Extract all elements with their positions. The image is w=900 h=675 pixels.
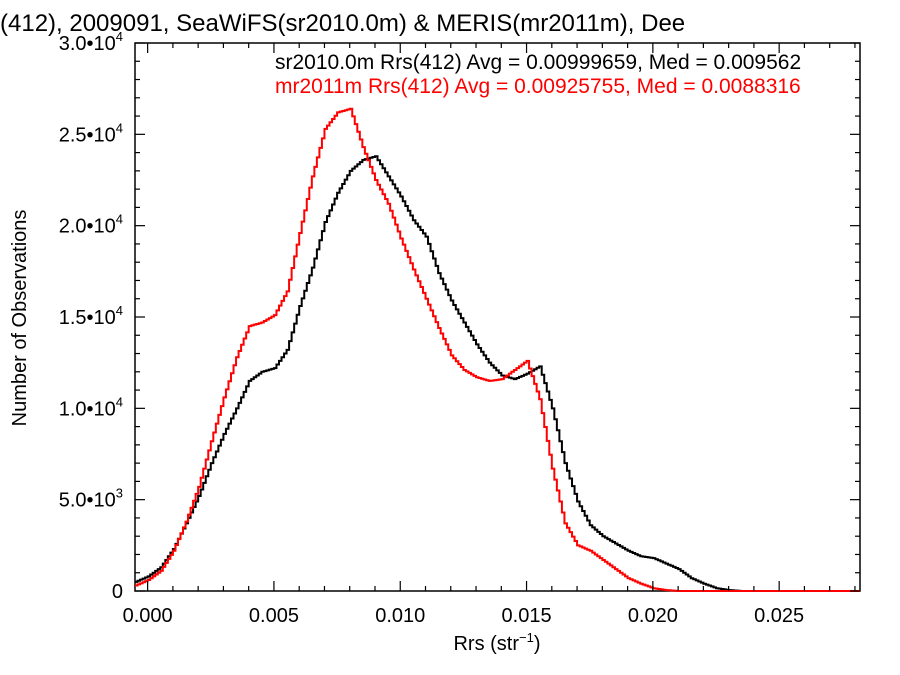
legend-entry-2: mr2011m Rrs(412) Avg = 0.00925755, Med =… [275,75,801,98]
chart-title: s(412), 2009091, SeaWiFS(sr2010.0m) & ME… [0,10,685,37]
x-axis-label-superscript: −1 [519,630,534,645]
legend-entry-1: sr2010.0m Rrs(412) Avg = 0.00999659, Med… [275,51,801,74]
y-tick-label: 5.0•103 [59,486,123,512]
plot-frame [134,42,861,592]
x-tick-label: 0.005 [249,605,299,627]
y-tick-label: 1.5•104 [59,303,123,329]
y-tick-label: 1.0•104 [59,394,123,420]
x-tick-label: 0.000 [123,605,173,627]
series-line-1 [135,155,860,592]
y-axis-label: Number of Observations [9,210,31,427]
y-tick-label: 2.5•104 [59,120,123,146]
legend: sr2010.0m Rrs(412) Avg = 0.00999659, Med… [275,51,801,98]
x-axis-label: Rrs (str−1) [453,630,540,655]
y-tick-label: 0 [112,581,123,603]
y-tick-label: 3.0•104 [59,29,123,55]
x-tick-label: 0.010 [375,605,425,627]
plot-area [134,42,861,592]
y-tick-label: 2.0•104 [59,212,123,238]
ticks-layer: 0.000 0.005 0.010 0.015 0.020 0.025 0 5.0•103 1.… [59,29,860,627]
x-tick-label: 0.025 [754,605,804,627]
x-tick-label: 0.015 [502,605,552,627]
series-line-2 [135,107,860,592]
x-axis-label-main: Rrs (str [453,633,519,655]
series-layer [135,107,860,592]
x-tick-label: 0.020 [628,605,678,627]
x-axis-label-close: ) [534,633,541,655]
